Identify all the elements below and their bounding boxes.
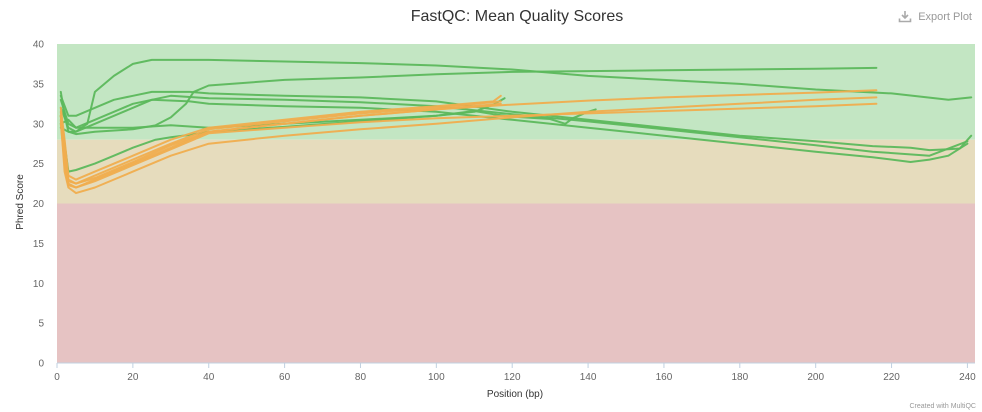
download-icon: [898, 10, 912, 23]
y-tick-label: 25: [33, 159, 45, 170]
axes: 0 20 40 60 80 100 120 140 160 180 200 220 240 0 5 10 15 2…: [33, 40, 976, 384]
x-tick-label: 120: [504, 372, 521, 383]
y-tick-label: 0: [38, 359, 44, 370]
x-tick-label: 20: [127, 372, 139, 383]
x-tick-label: 220: [883, 372, 900, 383]
x-axis-label: Position (bp): [487, 389, 543, 400]
x-tick-label: 0: [54, 372, 60, 383]
export-plot-button[interactable]: Export Plot: [898, 10, 972, 23]
x-tick-label: 100: [428, 372, 445, 383]
quality-zone-1: [57, 139, 975, 204]
series-line-12: [59, 102, 878, 189]
series-line-3: [59, 90, 973, 152]
export-plot-label: Export Plot: [918, 10, 972, 23]
quality-zones: [57, 44, 975, 363]
credits-text: Created with MultiQC: [909, 403, 976, 410]
y-tick-label: 5: [38, 319, 44, 330]
series-line-2: [59, 66, 878, 136]
y-tick-label: 15: [33, 239, 45, 250]
x-tick-label: 240: [959, 372, 976, 383]
x-tick-label: 160: [656, 372, 673, 383]
x-tick-label: 140: [580, 372, 597, 383]
series-line-5: [59, 94, 969, 157]
x-tick-label: 200: [807, 372, 824, 383]
y-tick-label: 10: [33, 279, 45, 290]
y-axis-label: Phred Score: [15, 174, 26, 230]
x-tick-label: 40: [203, 372, 215, 383]
series-line-10: [59, 96, 878, 195]
y-tick-label: 30: [33, 119, 45, 130]
series-lines: [59, 58, 973, 195]
y-tick-label: 20: [33, 199, 45, 210]
series-line-11: [59, 89, 878, 185]
chart-title: FastQC: Mean Quality Scores: [411, 8, 624, 25]
x-tick-label: 60: [279, 372, 291, 383]
x-tick-label: 80: [355, 372, 367, 383]
quality-zone-2: [57, 203, 975, 363]
x-tick-label: 180: [731, 372, 748, 383]
y-tick-label: 40: [33, 40, 45, 51]
y-tick-label: 35: [33, 79, 45, 90]
